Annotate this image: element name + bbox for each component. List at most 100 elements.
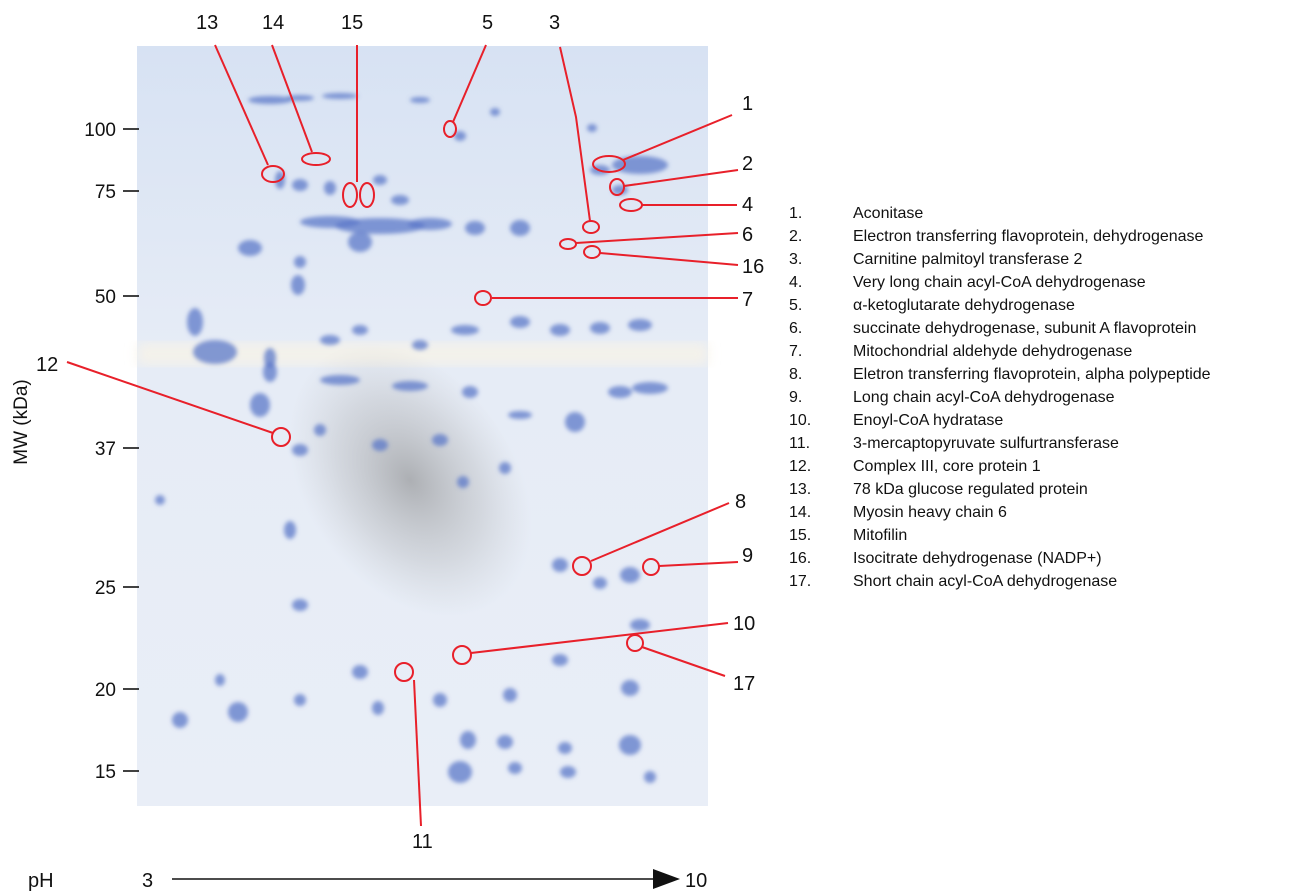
protein-spot: [291, 275, 305, 295]
protein-spot: [187, 308, 203, 336]
legend-item: 15. Mitofilin: [789, 524, 1299, 547]
legend-number: 11.: [789, 435, 811, 452]
legend-number: 2.: [789, 228, 803, 245]
protein-spot: [628, 319, 652, 331]
legend-item: 6. succinate dehydrogenase, subunit A fla…: [789, 317, 1299, 340]
protein-spot: [503, 688, 517, 702]
protein-spot: [292, 599, 308, 611]
mw-tick-labels: 100 75 50 37 25 20 15: [84, 120, 116, 783]
protein-spot: [263, 362, 277, 382]
y-axis-title: MW (kDa): [11, 379, 32, 464]
protein-spot: [348, 232, 372, 252]
legend-protein-name: Aconitase: [853, 205, 924, 222]
protein-spot: [320, 335, 340, 345]
legend-item: 1. Aconitase: [789, 202, 1299, 225]
legend-item: 9. Long chain acyl-CoA dehydrogenase: [789, 386, 1299, 409]
protein-spot: [372, 701, 384, 715]
protein-spot: [284, 521, 296, 539]
protein-spot: [644, 771, 656, 783]
protein-spot: [499, 462, 511, 474]
protein-spot: [314, 424, 326, 436]
callout-number-16: 16: [742, 256, 764, 278]
protein-spot: [490, 108, 500, 116]
legend-item: 2. Electron transferring flavoprotein, de…: [789, 225, 1299, 248]
callout-number-1: 1: [742, 93, 753, 115]
protein-spot: [155, 495, 165, 505]
protein-spot: [433, 693, 447, 707]
protein-spot: [322, 93, 358, 99]
protein-spot: [392, 381, 428, 391]
legend-number: 4.: [789, 274, 803, 291]
legend-item: 16. Isocitrate dehydrogenase (NADP+): [789, 547, 1299, 570]
legend-protein-name: 3-mercaptopyruvate sulfurtransferase: [853, 435, 1119, 452]
protein-spot: [335, 218, 425, 234]
legend-item: 10. Enoyl-CoA hydratase: [789, 409, 1299, 432]
protein-spot: [457, 476, 469, 488]
protein-spot: [352, 325, 368, 335]
mw-tick-label: 50: [95, 287, 116, 308]
protein-spot: [565, 412, 585, 432]
protein-spot: [510, 316, 530, 328]
legend-number: 17.: [789, 573, 812, 590]
protein-spot: [451, 325, 479, 335]
mw-tick-label: 75: [95, 182, 116, 203]
protein-spot: [462, 386, 478, 398]
protein-spot: [352, 665, 368, 679]
legend-item: 14. Myosin heavy chain 6: [789, 501, 1299, 524]
legend-item: 11. 3-mercaptopyruvate sulfurtransferase: [789, 432, 1299, 455]
protein-spot: [510, 220, 530, 236]
ph-label: pH: [28, 870, 54, 892]
callout-numbers: 1 2 3 4 5 6 7 8 9 10 11 12 13 14 15 16 1…: [36, 12, 764, 853]
legend-item: 5. α-ketoglutarate dehydrogenase: [789, 294, 1299, 317]
legend-protein-name: α-ketoglutarate dehydrogenase: [853, 297, 1075, 314]
callouts: [66, 44, 739, 827]
legend-protein-name: Complex III, core protein 1: [853, 458, 1041, 475]
callout-number-7: 7: [742, 289, 753, 311]
protein-spot: [619, 735, 641, 755]
protein-spot: [172, 712, 188, 728]
protein-spot: [373, 175, 387, 185]
protein-spot: [630, 619, 650, 631]
callout-number-10: 10: [733, 613, 755, 635]
protein-spot: [632, 382, 668, 394]
protein-spot: [238, 240, 262, 256]
legend-item: 3. Carnitine palmitoyl transferase 2: [789, 248, 1299, 271]
protein-spot: [508, 411, 532, 419]
protein-spot: [552, 558, 568, 572]
mw-axis: [123, 128, 139, 772]
legend-number: 12.: [789, 458, 812, 475]
protein-spot: [294, 256, 306, 268]
legend-number: 10.: [789, 412, 812, 429]
protein-spot: [228, 702, 248, 722]
legend-protein-name: Mitofilin: [853, 527, 908, 544]
ph-arrow-head: [653, 869, 680, 889]
callout-number-11: 11: [412, 831, 433, 853]
mw-tick-label: 25: [95, 578, 116, 599]
callout-number-3: 3: [549, 12, 560, 34]
callout-number-13: 13: [196, 12, 218, 34]
legend-number: 16.: [789, 550, 812, 567]
mw-tick-label: 100: [84, 120, 116, 141]
legend-number: 14.: [789, 504, 812, 521]
protein-spots: [155, 93, 668, 783]
legend-number: 9.: [789, 389, 803, 406]
legend-protein-name: Eletron transferring flavoprotein, alpha…: [853, 366, 1211, 383]
ph-end: 10: [685, 870, 707, 892]
protein-spot: [292, 444, 308, 456]
callout-number-2: 2: [742, 153, 753, 175]
legend-protein-name: Long chain acyl-CoA dehydrogenase: [853, 389, 1115, 406]
protein-spot: [372, 439, 388, 451]
protein-spot: [193, 340, 237, 364]
callout-number-8: 8: [735, 491, 746, 513]
callout-number-4: 4: [742, 194, 753, 216]
legend-protein-name: Short chain acyl-CoA dehydrogenase: [853, 573, 1118, 590]
callout-number-9: 9: [742, 545, 753, 567]
protein-spot: [391, 195, 409, 205]
legend-number: 15.: [789, 527, 812, 544]
legend-protein-name: Enoyl-CoA hydratase: [853, 412, 1004, 429]
legend-number: 7.: [789, 343, 803, 360]
legend-item: 17. Short chain acyl-CoA dehydrogenase: [789, 570, 1299, 593]
protein-spot: [320, 375, 360, 385]
protein-spot: [324, 181, 336, 195]
